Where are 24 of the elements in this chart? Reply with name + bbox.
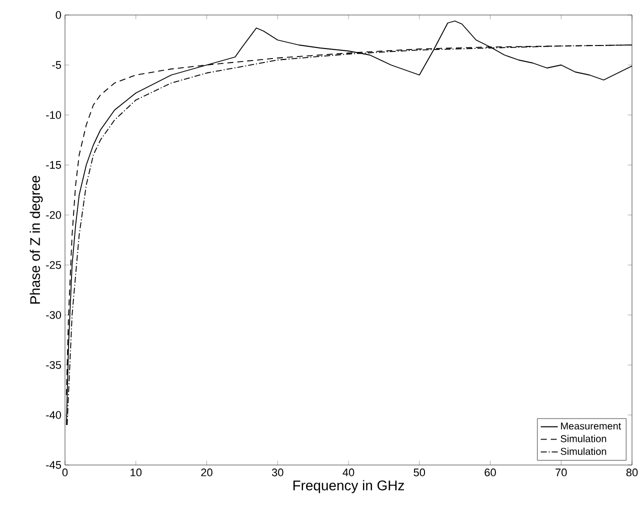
x-tick-label: 60 <box>484 468 496 476</box>
x-tick-label: 40 <box>342 468 354 476</box>
legend-label: Simulation <box>560 448 606 455</box>
x-axis-title: Frequency in GHz <box>293 480 404 494</box>
x-tick-label: 30 <box>272 468 284 476</box>
y-tick-label: -35 <box>46 361 62 369</box>
y-axis-title: Phase of Z in degree <box>30 176 43 304</box>
y-tick-label: 0 <box>56 11 62 19</box>
y-tick-label: -15 <box>46 161 62 169</box>
y-tick-label: -30 <box>46 311 62 319</box>
x-tick-label: 0 <box>62 468 68 476</box>
x-tick-label: 10 <box>130 468 142 476</box>
y-tick-label: -20 <box>46 211 62 219</box>
y-tick-label: -45 <box>46 461 62 469</box>
x-tick-label: 80 <box>626 468 638 476</box>
y-tick-label: -5 <box>52 61 62 69</box>
legend-label: Simulation <box>560 434 606 442</box>
x-tick-label: 50 <box>414 468 426 476</box>
x-tick-label: 20 <box>201 468 212 476</box>
x-tick-label: 70 <box>556 468 567 476</box>
legend-label: Measurement <box>561 422 622 430</box>
y-tick-label: -40 <box>46 411 62 419</box>
y-tick-label: -10 <box>46 111 62 119</box>
y-tick-label: -25 <box>46 261 62 269</box>
